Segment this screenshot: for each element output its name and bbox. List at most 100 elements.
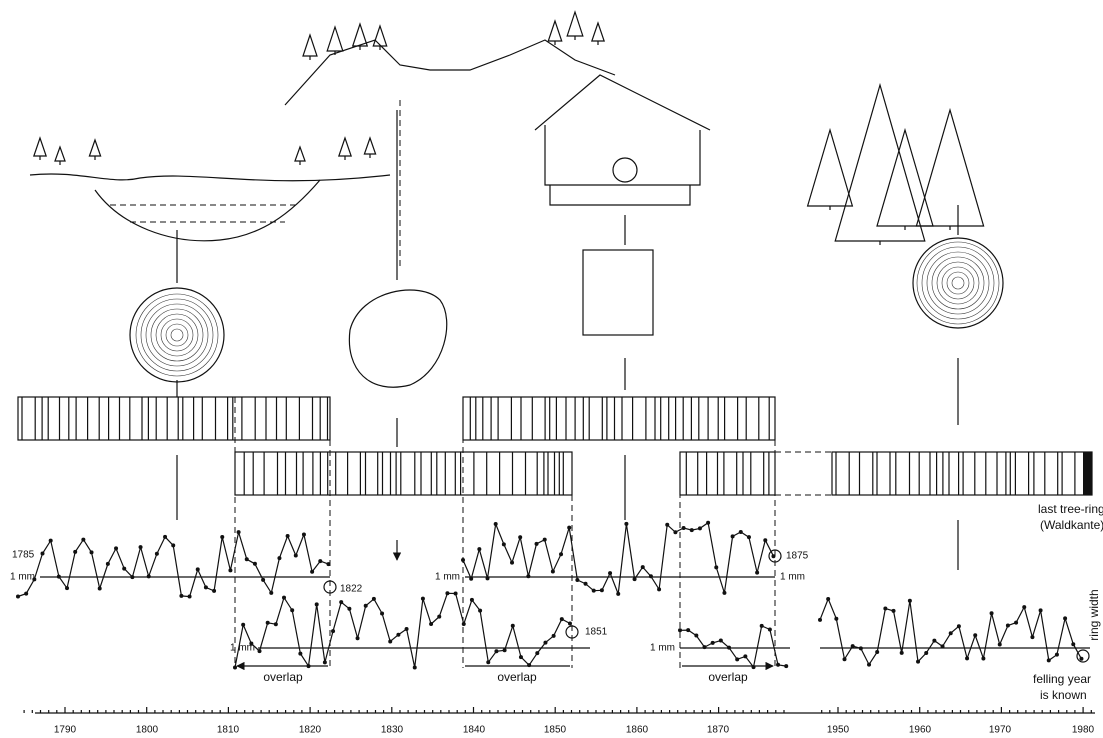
overlap-label: overlap [497, 670, 537, 684]
scale-label: 1 mm [230, 643, 255, 654]
curve-point [989, 611, 994, 616]
annotation: ring width [1087, 589, 1101, 640]
axis-label: 1850 [544, 725, 567, 736]
curve-point [940, 644, 945, 649]
lake-water [110, 204, 300, 223]
axis-label: 1790 [54, 725, 77, 736]
curve-point [550, 569, 555, 574]
ring [941, 266, 975, 300]
curve-point [932, 638, 937, 643]
curve-point [322, 660, 327, 665]
ring [145, 303, 209, 367]
ring [160, 318, 194, 352]
curve-point [477, 547, 482, 552]
axis-label: 1820 [299, 725, 322, 736]
curve-point [469, 576, 474, 581]
curve-point [273, 622, 278, 627]
curve-point [420, 596, 425, 601]
curve-point [339, 600, 344, 605]
end-marker [768, 549, 782, 563]
curve-point [130, 575, 135, 580]
curve-point [501, 542, 506, 547]
ring [921, 246, 995, 320]
curve-point [735, 657, 740, 662]
curve-point [388, 639, 393, 644]
curve-point [648, 574, 653, 579]
tree [591, 21, 605, 45]
tree [566, 10, 584, 40]
curve-point [396, 632, 401, 637]
curve-point [502, 648, 507, 653]
curve-point [842, 657, 847, 662]
curve-point [285, 534, 290, 539]
annotation: last tree-ring [1038, 502, 1103, 516]
curve-point [608, 571, 613, 576]
curve-point [290, 608, 295, 613]
curve-point [252, 561, 257, 566]
ring-line [21, 397, 329, 440]
ring-strip [17, 396, 331, 441]
tree [363, 136, 377, 158]
axis-label: 1810 [217, 725, 240, 736]
axis-label: 1840 [463, 725, 486, 736]
curve-point [616, 591, 621, 596]
curve-point [526, 574, 531, 579]
curve-point [277, 556, 282, 561]
curve-point [48, 538, 53, 543]
curve-point [1038, 608, 1043, 613]
curve-point [1063, 616, 1068, 621]
curve-point [730, 534, 735, 539]
tree [351, 22, 369, 50]
end-marker [323, 580, 337, 594]
ring [135, 293, 219, 377]
ring-line [685, 452, 770, 495]
curve-point [485, 576, 490, 581]
curve-point [306, 664, 311, 669]
curve-point [599, 588, 604, 593]
tree [547, 19, 563, 45]
curve-point [706, 520, 711, 525]
curve-point [916, 659, 921, 664]
sync-line [234, 100, 776, 668]
curve-point [535, 651, 540, 656]
curve-point [973, 633, 978, 638]
curve-point [179, 593, 184, 598]
curve-point [32, 577, 37, 582]
ring-line [835, 452, 1076, 495]
ring [170, 328, 184, 342]
curve-point [714, 565, 719, 570]
curve-point [1046, 658, 1051, 663]
tree [33, 136, 47, 160]
baseline [40, 576, 1090, 649]
curve-point [767, 627, 772, 632]
scale-label: 1 mm [10, 572, 35, 583]
curve-point [154, 551, 159, 556]
curve-point [318, 559, 323, 564]
curve-point [510, 560, 515, 565]
curve-point [228, 568, 233, 573]
curve-point [826, 596, 831, 601]
curve-point [298, 651, 303, 656]
curve-point [948, 631, 953, 636]
curve-point [233, 665, 237, 670]
curve-point [673, 530, 678, 535]
curve-point [694, 633, 699, 638]
curve-point [510, 623, 515, 628]
curve-point [40, 551, 45, 556]
curve-point [640, 565, 645, 570]
curve-point [453, 591, 458, 596]
ring-line [243, 452, 564, 495]
ring [140, 298, 214, 372]
curve-point [583, 581, 588, 586]
curve-point [97, 586, 102, 591]
curve-point [1030, 635, 1035, 640]
curve-point [469, 597, 474, 602]
curve-point [241, 622, 246, 627]
curve-point [867, 662, 872, 667]
axis-label: 1950 [827, 725, 850, 736]
curve-point [1054, 652, 1059, 657]
year-label: 1851 [585, 627, 608, 638]
curve-point [689, 528, 694, 533]
tree [876, 127, 934, 230]
